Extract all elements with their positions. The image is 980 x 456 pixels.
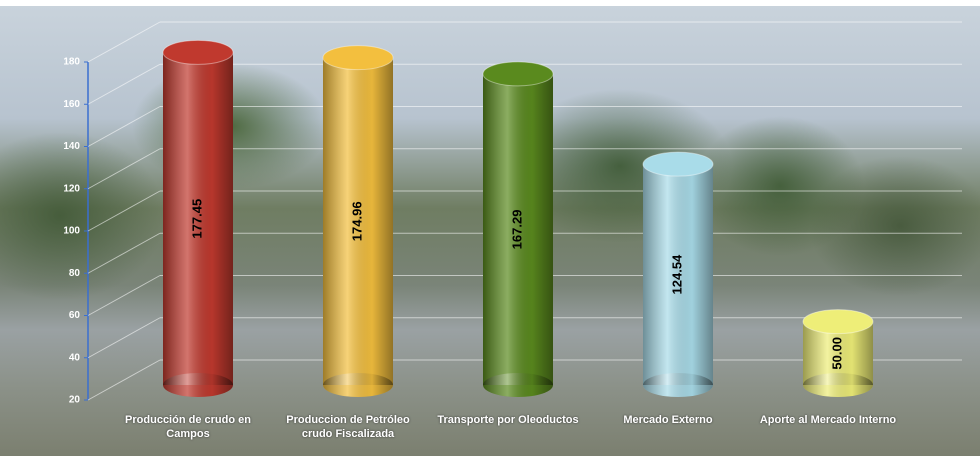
grid-line <box>87 317 161 359</box>
bar-shading <box>163 52 233 386</box>
x-tick-label: Aporte al Mercado Interno <box>759 414 897 426</box>
bar-shading <box>483 373 553 397</box>
value-label: 174.96 <box>349 201 364 241</box>
grid-line <box>87 63 161 105</box>
y-tick-label: 40 <box>69 352 81 363</box>
bar-shading <box>323 57 393 385</box>
value-label: 167.29 <box>509 210 524 250</box>
bar-shading <box>643 373 713 397</box>
y-tick-label: 140 <box>63 141 80 152</box>
y-tick-label: 120 <box>63 183 80 194</box>
grid-line <box>87 359 161 401</box>
y-tick-label: 80 <box>69 268 81 279</box>
bar-shading <box>323 373 393 397</box>
bar-top <box>322 45 394 71</box>
grid-line <box>87 148 161 190</box>
bar-shading <box>803 373 873 397</box>
x-tick-label: Mercado Externo <box>623 414 713 426</box>
bar-top <box>482 61 554 87</box>
x-tick-label: Producción de crudo en Campos <box>125 414 251 440</box>
y-tick-label: 100 <box>63 226 80 237</box>
value-label: 177.45 <box>189 199 204 239</box>
grid-line <box>87 275 161 316</box>
value-label: 50.00 <box>829 337 844 370</box>
bar-top <box>642 151 714 177</box>
value-label: 124.54 <box>669 254 684 295</box>
y-tick-label: 180 <box>63 57 80 68</box>
grid-line <box>87 190 161 232</box>
grid-line <box>87 21 161 63</box>
x-tick-label: Transporte por Oleoductos <box>437 414 579 426</box>
bar-shading <box>163 373 233 397</box>
y-tick-label: 20 <box>69 395 81 406</box>
grid-line <box>87 232 161 274</box>
x-tick-label: Produccion de Petróleo crudo Fiscalizada <box>286 414 410 440</box>
y-tick-label: 60 <box>69 310 81 321</box>
y-tick-label: 160 <box>63 99 80 110</box>
grid-line <box>87 106 161 147</box>
bar-shading <box>483 73 553 385</box>
bar-shading <box>643 164 713 385</box>
bar-top <box>162 39 234 65</box>
bar-top <box>802 309 874 335</box>
